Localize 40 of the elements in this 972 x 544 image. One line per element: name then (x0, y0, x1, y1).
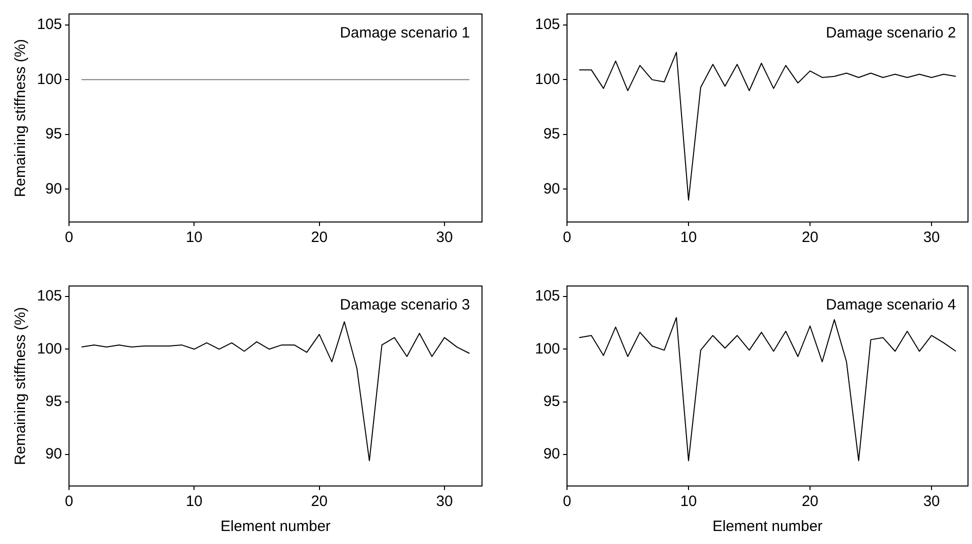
y-axis-title: Remaining stiffness (%) (12, 38, 30, 198)
x-tick-label: 20 (310, 229, 328, 246)
x-tick-label: 30 (923, 229, 940, 246)
x-tick-label: 0 (64, 493, 74, 510)
y-tick-label: 90 (45, 180, 62, 198)
x-tick-label: 0 (562, 493, 572, 510)
annotation: Damage scenario 2 (826, 24, 956, 42)
x-axis-title: Element number (220, 518, 331, 536)
y-tick-label: 90 (45, 446, 62, 463)
y-tick-label: 105 (534, 16, 560, 34)
x-tick-label: 20 (802, 493, 818, 510)
x-axis-title: Element number (712, 518, 823, 536)
x-tick-label: 30 (436, 493, 453, 510)
x-tick-label: 20 (310, 493, 328, 510)
y-tick-label: 105 (36, 16, 62, 34)
annotation: Damage scenario 1 (340, 24, 470, 42)
y-tick-label: 95 (543, 392, 560, 410)
x-tick-label: 0 (562, 229, 572, 246)
x-tick-label: 30 (923, 493, 940, 510)
y-tick-label: 95 (45, 392, 62, 410)
x-tick-label: 0 (64, 229, 74, 246)
y-tick-label: 95 (45, 126, 62, 143)
y-tick-label: 95 (543, 126, 560, 143)
x-tick-label: 30 (436, 229, 453, 246)
y-tick-label: 100 (534, 70, 560, 88)
x-tick-label: 10 (680, 229, 697, 246)
x-tick-label: 10 (680, 493, 697, 510)
y-tick-label: 100 (36, 70, 62, 88)
y-tick-label: 100 (534, 340, 560, 358)
y-tick-label: 105 (36, 288, 62, 305)
y-tick-label: 90 (543, 180, 560, 198)
x-tick-label: 10 (186, 229, 203, 246)
annotation: Damage scenario 4 (826, 296, 956, 314)
y-tick-label: 105 (534, 288, 560, 305)
annotation: Damage scenario 3 (340, 296, 470, 314)
y-tick-label: 100 (36, 340, 62, 358)
x-tick-label: 20 (802, 229, 818, 246)
x-tick-label: 10 (186, 493, 203, 510)
y-axis-title: Remaining stiffness (%) (12, 306, 30, 466)
y-tick-label: 90 (543, 446, 560, 463)
